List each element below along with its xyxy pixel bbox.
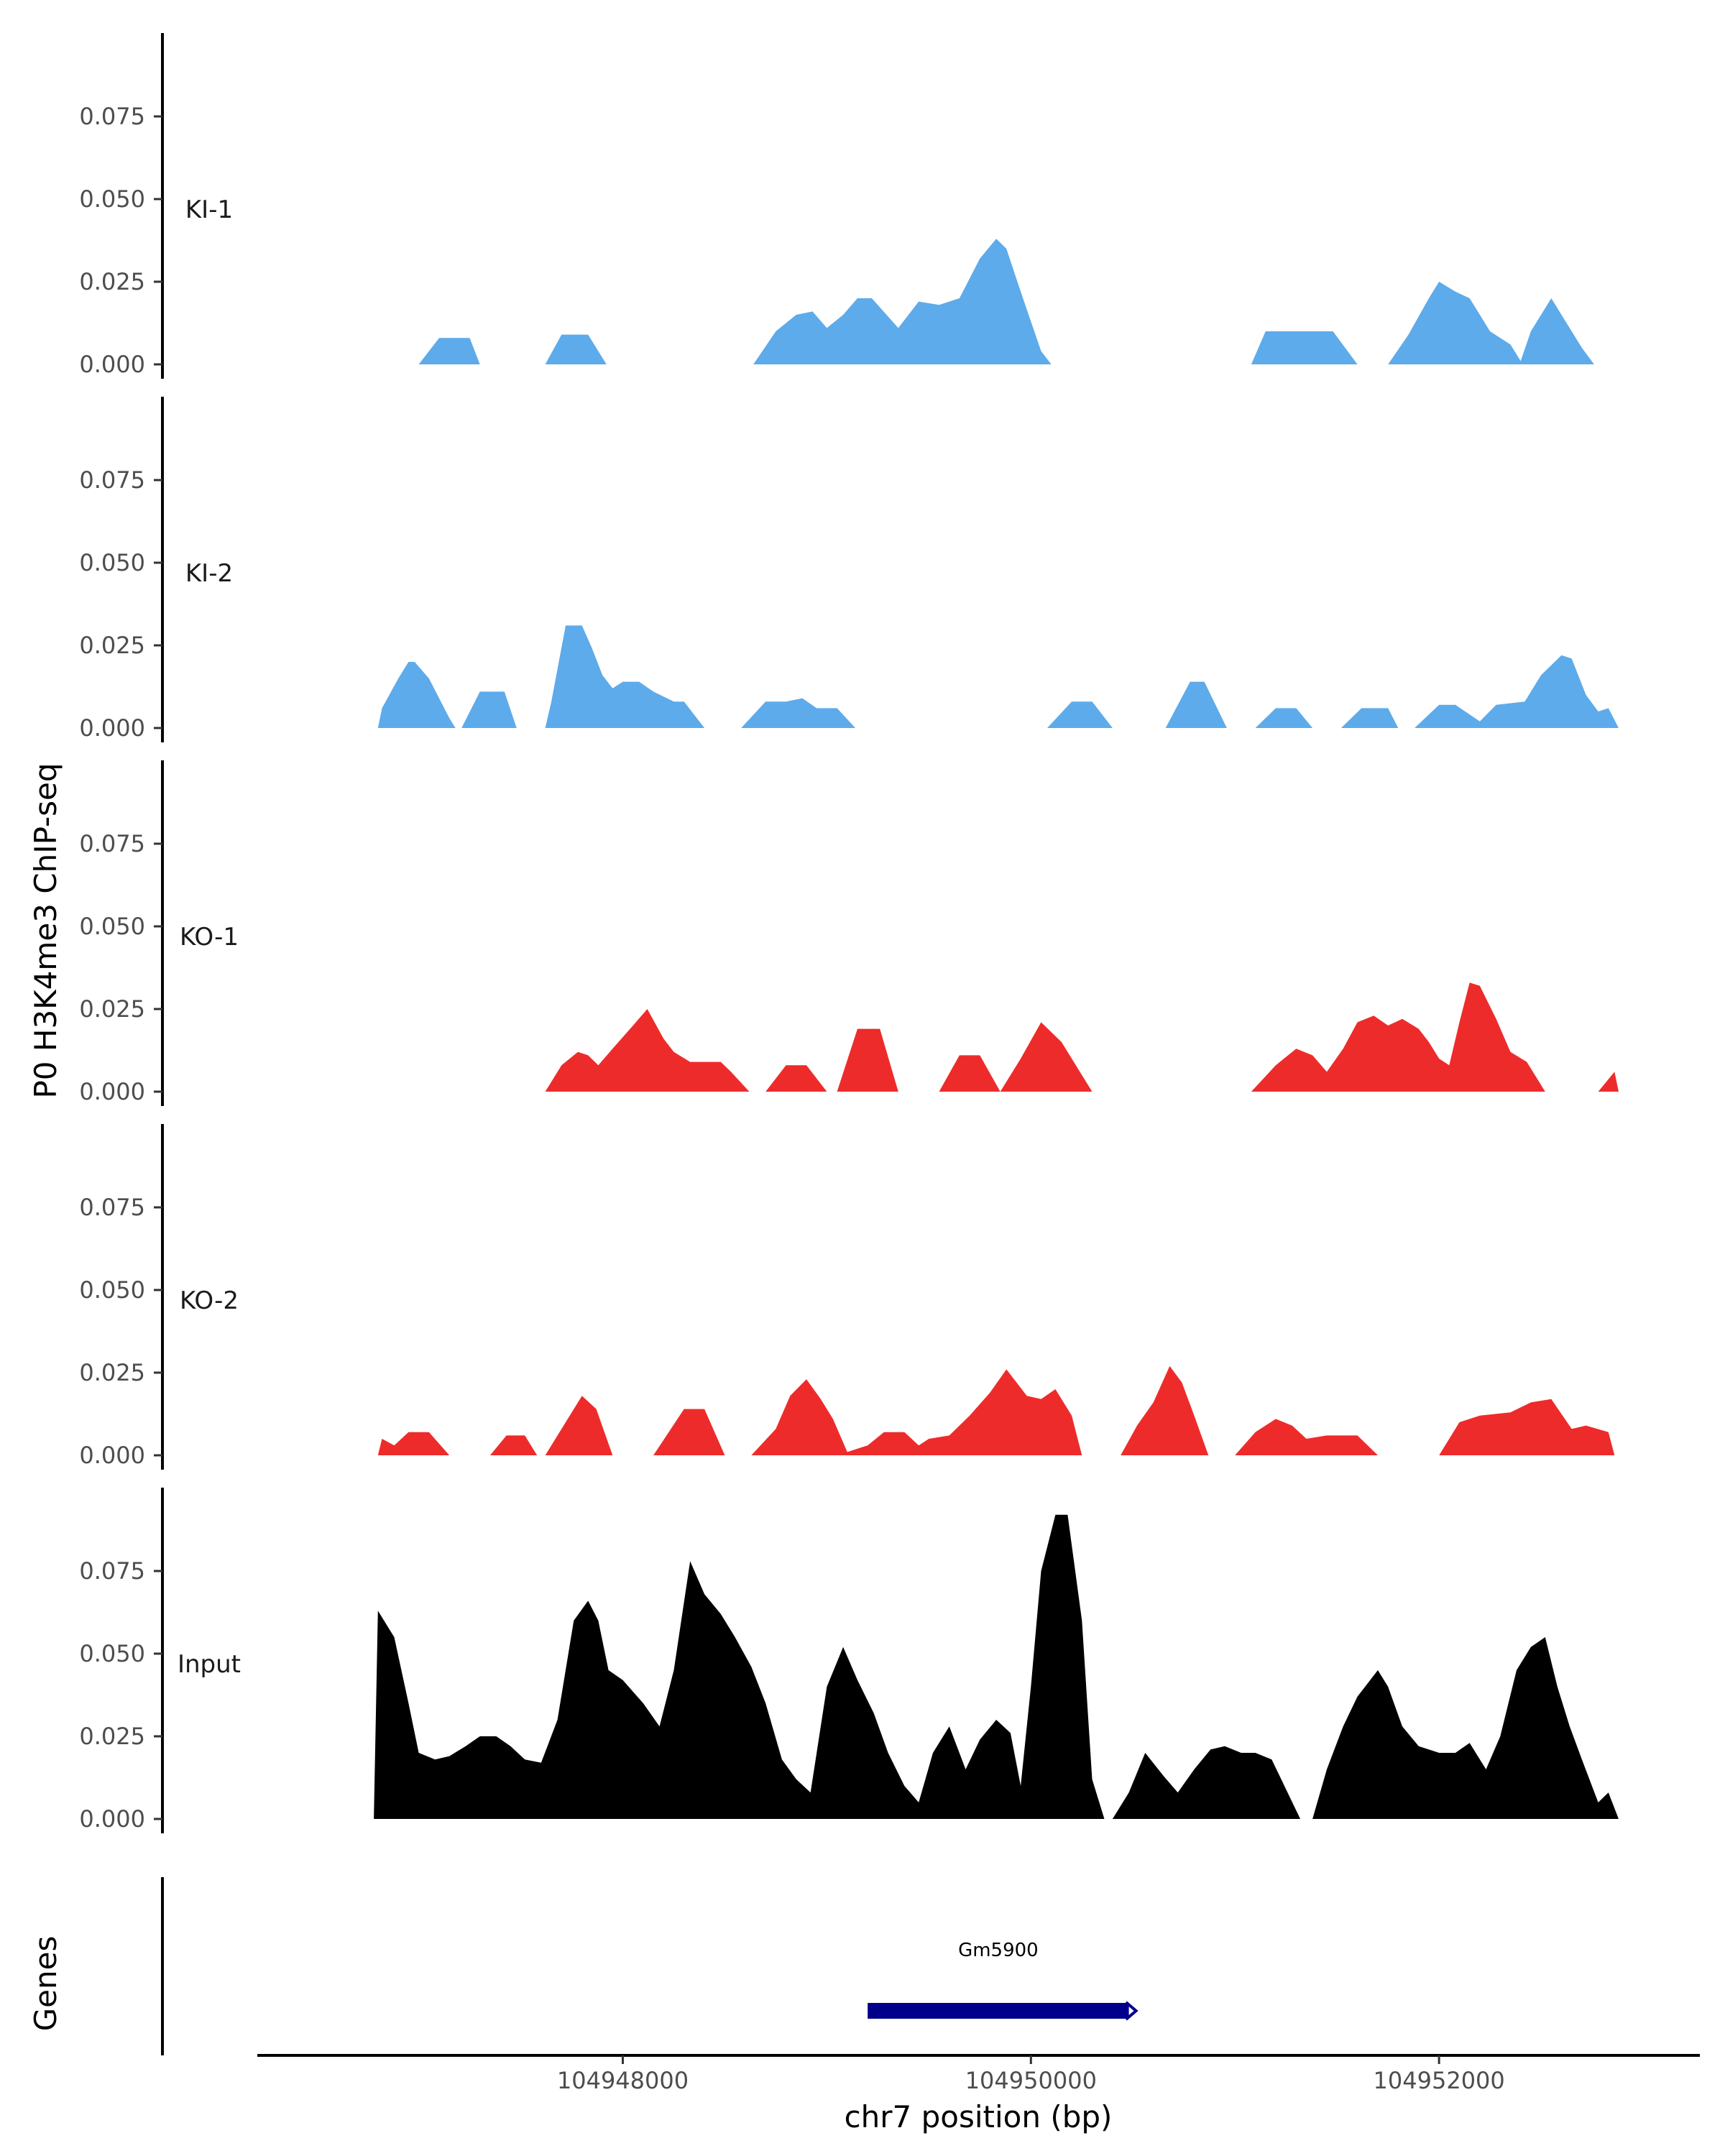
y-tick-label-ki-2: 0.025 xyxy=(79,632,145,659)
x-axis: chr7 position (bp) 104948000 104950000 104… xyxy=(257,2054,1700,2134)
y-tick-label-ki-1: 0.000 xyxy=(79,351,145,378)
signal-peak-ko-1 xyxy=(545,1009,750,1092)
signal-peak-ko-2 xyxy=(489,1435,538,1455)
signal-peak-ko-1 xyxy=(1251,982,1545,1092)
y-tick-label-ko-2: 0.000 xyxy=(79,1442,145,1469)
track-ko-1: 0.000 0.025 0.050 0.075 KO-1 xyxy=(79,760,1619,1106)
y-tick-label-input: 0.025 xyxy=(79,1723,145,1750)
signal-peak-ko-1 xyxy=(1598,1072,1619,1092)
y-tick-label-ki-1: 0.050 xyxy=(79,185,145,213)
x-axis-title: chr7 position (bp) xyxy=(845,2099,1113,2134)
gene-body-gm5900 xyxy=(868,2003,1129,2019)
gene-label-gm5900: Gm5900 xyxy=(958,1940,1039,1961)
track-label-input: Input xyxy=(178,1650,241,1679)
y-tick-label-input: 0.050 xyxy=(79,1640,145,1667)
signal-peak-input xyxy=(1112,1746,1301,1819)
gene-strand-mark-gm5900 xyxy=(1125,2001,1138,2021)
signal-peak-ko-2 xyxy=(1121,1365,1209,1455)
signal-peak-ki-1 xyxy=(418,338,480,364)
signal-peak-ki-1 xyxy=(545,334,607,364)
y-tick-label-input: 0.000 xyxy=(79,1805,145,1833)
x-tick-label: 104952000 xyxy=(1374,2067,1505,2094)
y-tick-label-ko-1: 0.025 xyxy=(79,995,145,1023)
y-tick-label-ko-2: 0.050 xyxy=(79,1276,145,1304)
track-label-ko-2: KO-2 xyxy=(180,1286,239,1315)
signal-peak-ki-2 xyxy=(377,662,456,728)
y-axis-title: P0 H3K4me3 ChIP-seq xyxy=(28,763,63,1098)
signal-peak-ki-1 xyxy=(1251,331,1358,364)
genes-panel-title: Genes xyxy=(28,1936,63,2032)
y-tick-label-ko-1: 0.000 xyxy=(79,1078,145,1105)
signal-peak-ki-2 xyxy=(1414,655,1619,728)
x-tick-label: 104950000 xyxy=(965,2067,1097,2094)
track-label-ki-2: KI-2 xyxy=(185,559,233,588)
y-tick-label-ki-1: 0.025 xyxy=(79,268,145,295)
y-tick-label-ko-1: 0.075 xyxy=(79,830,145,857)
signal-peak-ki-2 xyxy=(741,698,856,728)
y-tick-label-ki-2: 0.075 xyxy=(79,466,145,494)
signal-peak-ko-2 xyxy=(1235,1419,1378,1455)
signal-peak-ki-2 xyxy=(1255,708,1313,728)
tracks-layer: 0.0000.0250.0500.075KI-10.0000.0250.0500… xyxy=(79,33,1619,1833)
y-tick-label-ki-1: 0.075 xyxy=(79,103,145,130)
signal-peak-ko-1 xyxy=(1000,1022,1092,1092)
signal-peak-ko-2 xyxy=(1439,1399,1615,1455)
signal-peak-ko-2 xyxy=(751,1369,1082,1455)
y-tick-label-ki-2: 0.050 xyxy=(79,549,145,576)
signal-peak-ki-2 xyxy=(1047,701,1113,728)
y-tick-label-ko-2: 0.075 xyxy=(79,1194,145,1221)
y-tick-label-ki-2: 0.000 xyxy=(79,714,145,742)
track-input: 0.000 0.025 0.050 0.075 Input xyxy=(79,1488,1619,1833)
signal-peak-ko-2 xyxy=(545,1396,613,1455)
signal-peak-ki-2 xyxy=(545,625,705,728)
track-ki-1: 0.000 0.025 0.050 0.075 KI-1 xyxy=(79,33,1594,379)
track-label-ko-1: KO-1 xyxy=(180,923,239,952)
signal-peak-ko-1 xyxy=(765,1065,827,1092)
signal-peak-ki-1 xyxy=(753,239,1052,364)
signal-peak-ki-2 xyxy=(1340,708,1399,728)
signal-peak-ko-1 xyxy=(837,1028,898,1092)
track-ki-2: 0.000 0.025 0.050 0.075 KI-2 xyxy=(79,397,1619,742)
track-label-ki-1: KI-1 xyxy=(185,195,233,224)
signal-peak-ki-1 xyxy=(1388,282,1594,364)
signal-peak-ki-2 xyxy=(1165,681,1227,728)
signal-peak-input xyxy=(1312,1637,1619,1819)
y-tick-label-ko-1: 0.050 xyxy=(79,913,145,940)
signal-peak-ko-1 xyxy=(939,1055,1000,1092)
genes-panel: Genes Gm5900 xyxy=(28,1877,1138,2055)
signal-peak-ko-2 xyxy=(377,1432,450,1455)
y-tick-label-input: 0.075 xyxy=(79,1557,145,1585)
signal-peak-ko-2 xyxy=(653,1409,725,1455)
y-tick-label-ko-2: 0.025 xyxy=(79,1359,145,1386)
x-tick-label: 104948000 xyxy=(557,2067,689,2094)
signal-peak-input xyxy=(374,1514,1105,1819)
signal-peak-ki-2 xyxy=(461,691,517,728)
track-ko-2: 0.000 0.025 0.050 0.075 KO-2 xyxy=(79,1124,1615,1470)
